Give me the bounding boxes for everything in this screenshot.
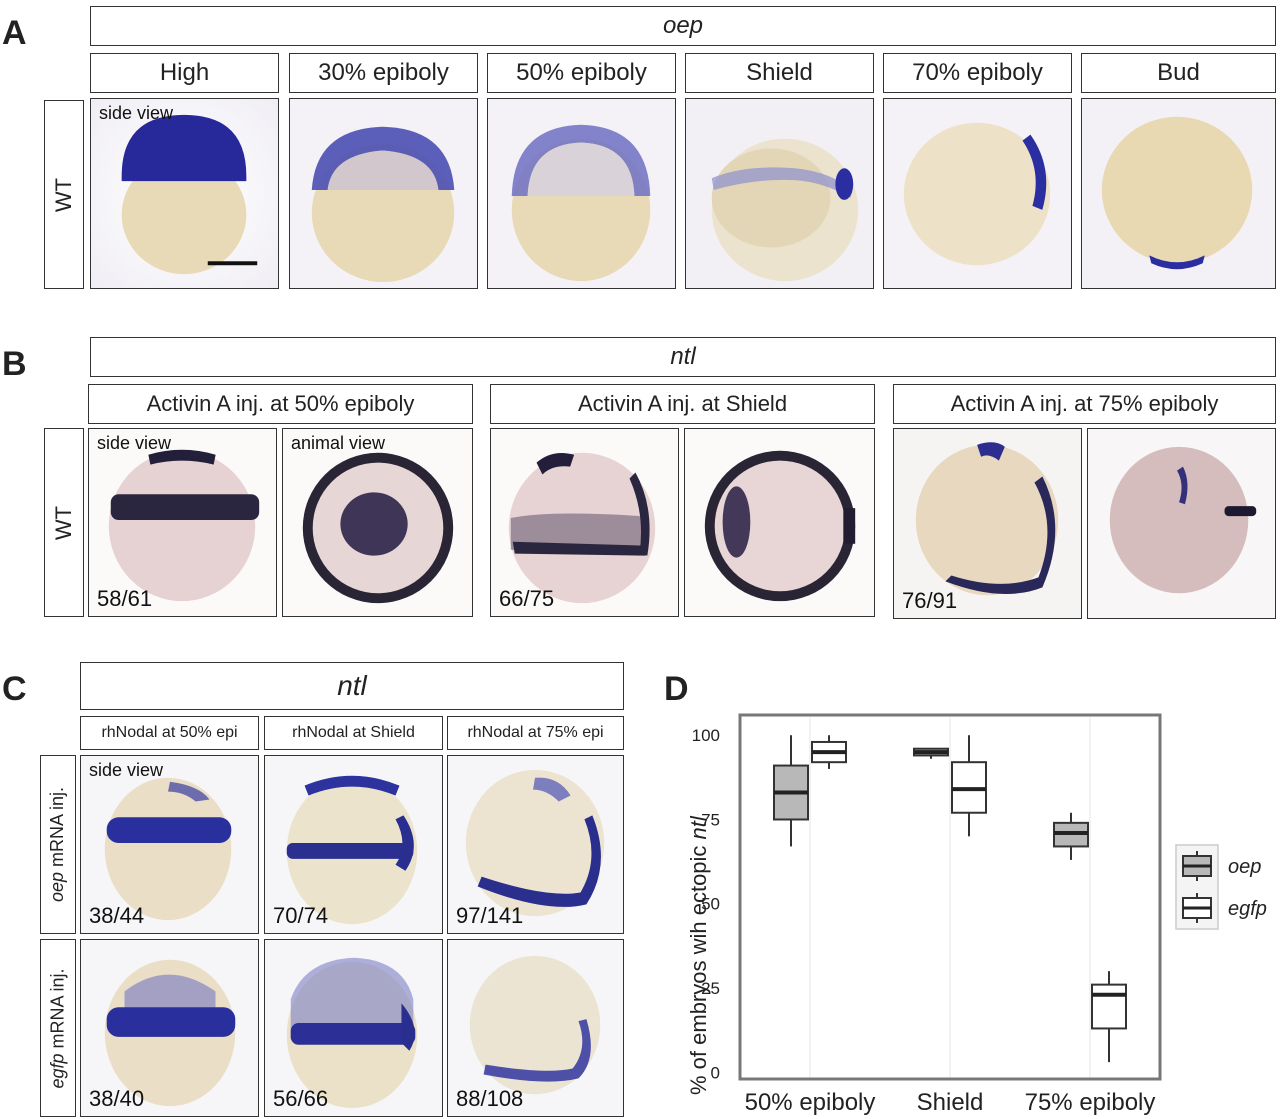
legend: oep egfp xyxy=(1175,844,1267,930)
row-suffix: mRNA inj. xyxy=(47,967,68,1053)
y-tick-label: 0 xyxy=(711,1063,720,1082)
embryo-count: 88/108 xyxy=(456,1086,524,1111)
box-oep xyxy=(913,747,949,759)
view-label: animal view xyxy=(291,433,386,453)
panel-c-gene-header: ntl xyxy=(80,662,624,710)
group-label: Activin A inj. at 50% epiboly xyxy=(146,391,415,416)
view-label: side view xyxy=(97,433,172,453)
panel-c-group-header: rhNodal at Shield xyxy=(264,716,443,750)
box-egfp xyxy=(951,735,987,837)
panel-b-letter: B xyxy=(2,345,27,383)
panel-a-stage-header: Shield xyxy=(685,53,874,93)
embryo-image-egfp-50: 38/40 xyxy=(80,939,259,1117)
panel-a-stage-header: 30% epiboly xyxy=(289,53,478,93)
box-oep xyxy=(773,735,809,847)
panel-a-stage-header: High xyxy=(90,53,279,93)
embryo-image-oep-50: side view 38/44 xyxy=(80,755,259,934)
embryo-count: 56/66 xyxy=(273,1086,329,1111)
embryo-image-egfp-75: 88/108 xyxy=(447,939,624,1117)
embryo-image-oep-shield: 70/74 xyxy=(264,755,443,934)
panel-b-row-label: WT xyxy=(44,428,84,617)
y-tick-labels: 0 25 50 75 100 xyxy=(692,726,720,1082)
panel-d-letter: D xyxy=(664,670,689,708)
panel-b-group-header: Activin A inj. at 75% epiboly xyxy=(893,384,1276,424)
embryo-image-70-epiboly xyxy=(883,98,1072,289)
embryo-count: 38/40 xyxy=(89,1086,145,1111)
panel-a-stage-header: Bud xyxy=(1081,53,1276,93)
panel-b-group-header: Activin A inj. at 50% epiboly xyxy=(88,384,473,424)
embryo-count: 76/91 xyxy=(902,588,958,613)
embryo-image-high: side view xyxy=(90,98,279,289)
stage-label: 30% epiboly xyxy=(318,59,449,86)
row-gene: egfp xyxy=(47,1052,68,1089)
stage-label: Bud xyxy=(1157,59,1200,86)
embryo-count: 97/141 xyxy=(456,903,524,928)
panel-c-group-header: rhNodal at 75% epi xyxy=(447,716,624,750)
panel-b-gene-label: ntl xyxy=(670,343,696,370)
y-tick-label: 100 xyxy=(692,726,720,745)
embryo-image-activin-50-animal: animal view xyxy=(282,428,473,617)
embryo-count: 66/75 xyxy=(499,586,555,611)
embryo-image-30-epiboly xyxy=(289,98,478,289)
embryo-image-egfp-shield: 56/66 xyxy=(264,939,443,1117)
legend-label: egfp xyxy=(1228,898,1267,920)
panel-c-row1-label: oep mRNA inj. xyxy=(40,755,76,934)
y-tick-label: 75 xyxy=(701,810,720,829)
panel-a-letter: A xyxy=(2,14,27,52)
box-marks xyxy=(773,735,1127,1063)
embryo-image-oep-75: 97/141 xyxy=(447,755,624,934)
y-tick-label: 25 xyxy=(701,979,720,998)
grid-lines xyxy=(809,717,1091,1077)
embryo-image-activin-75-other xyxy=(1087,428,1276,619)
panel-a-gene-label: oep xyxy=(662,12,704,39)
y-tick-label: 50 xyxy=(701,895,720,914)
box-body xyxy=(1091,983,1127,1030)
panel-c-letter: C xyxy=(2,670,27,708)
embryo-count: 58/61 xyxy=(97,586,153,611)
embryo-image-activin-shield-animal xyxy=(684,428,875,617)
panel-c-group-header: rhNodal at 50% epi xyxy=(80,716,259,750)
panel-c-row2-label: egfp mRNA inj. xyxy=(40,939,76,1117)
row-gene: oep xyxy=(47,871,68,903)
group-label: rhNodal at 75% epi xyxy=(467,724,604,741)
embryo-image-activin-50-side: side view 58/61 xyxy=(88,428,277,617)
group-label: Activin A inj. at 75% epiboly xyxy=(950,391,1219,416)
x-tick-labels: 50% epiboly Shield 75% epiboly xyxy=(745,1089,1156,1116)
x-tick-label: Shield xyxy=(917,1089,984,1116)
panel-b-group-header: Activin A inj. at Shield xyxy=(490,384,875,424)
embryo-count: 38/44 xyxy=(89,903,145,928)
embryo-count: 70/74 xyxy=(273,903,329,928)
stage-label: 70% epiboly xyxy=(912,59,1043,86)
panel-a-row-label: WT xyxy=(44,100,84,289)
embryo-image-bud xyxy=(1081,98,1276,289)
box-egfp xyxy=(811,735,847,769)
group-label: rhNodal at 50% epi xyxy=(101,724,238,741)
group-label: rhNodal at Shield xyxy=(292,724,415,741)
panel-a-stage-header: 50% epiboly xyxy=(487,53,676,93)
box-oep xyxy=(1053,812,1089,860)
view-label: side view xyxy=(99,103,174,123)
legend-label: oep xyxy=(1228,856,1261,878)
stage-label: Shield xyxy=(746,59,813,86)
embryo-image-activin-75-side: 76/91 xyxy=(893,428,1082,619)
box-egfp xyxy=(1091,971,1127,1063)
panel-b-gene-header: ntl xyxy=(90,337,1276,377)
x-tick-label: 50% epiboly xyxy=(745,1089,876,1116)
embryo-image-activin-shield-side: 66/75 xyxy=(490,428,679,617)
x-tick-label: 75% epiboly xyxy=(1025,1089,1156,1116)
stage-label: High xyxy=(159,59,210,86)
embryo-image-shield xyxy=(685,98,874,289)
view-label: side view xyxy=(89,760,164,780)
row-suffix: mRNA inj. xyxy=(47,786,68,872)
embryo-image-50-epiboly xyxy=(487,98,676,289)
panel-a-stage-header: 70% epiboly xyxy=(883,53,1072,93)
panel-c-gene-label: ntl xyxy=(337,670,367,701)
group-label: Activin A inj. at Shield xyxy=(577,391,788,416)
stage-label: 50% epiboly xyxy=(516,59,647,86)
panel-a-gene-header: oep xyxy=(90,6,1276,46)
